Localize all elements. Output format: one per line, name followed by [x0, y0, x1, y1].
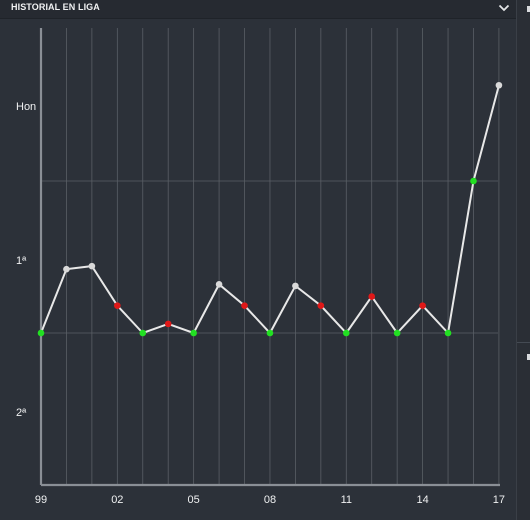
x-tick-label: 14 — [416, 494, 428, 506]
y-tick-label: Hon — [16, 101, 36, 113]
x-tick-label: 02 — [111, 494, 123, 506]
x-tick-label: 17 — [493, 494, 505, 506]
data-points — [37, 81, 503, 337]
panel-title: HISTORIAL EN LIGA — [11, 2, 100, 12]
data-point-neutral[interactable] — [495, 81, 503, 89]
x-tick-label: 05 — [188, 494, 200, 506]
adjacent-panel-divider — [517, 342, 530, 343]
panel-header: HISTORIAL EN LIGA — [0, 0, 516, 19]
league-history-panel: HISTORIAL EN LIGA Hon 1ª 2ª 99 02 05 08 11 14 17 — [0, 0, 516, 506]
adjacent-panel-edge — [516, 0, 530, 520]
y-axis-labels: Hon 1ª 2ª — [16, 101, 36, 419]
data-point-down[interactable] — [114, 302, 121, 309]
y-tick-label: 2ª — [16, 407, 27, 419]
data-point-up[interactable] — [266, 329, 274, 337]
x-tick-label: 08 — [264, 494, 276, 506]
chart-axes — [39, 28, 500, 487]
x-axis-labels: 99 02 05 08 11 14 17 — [35, 494, 505, 506]
data-point-neutral[interactable] — [292, 282, 299, 290]
data-point-down[interactable] — [419, 302, 426, 309]
data-point-neutral[interactable] — [88, 262, 96, 270]
chevron-down-icon[interactable] — [497, 1, 511, 15]
data-point-neutral[interactable] — [215, 281, 223, 288]
data-point-up[interactable] — [444, 329, 452, 337]
vertical-gridlines — [66, 28, 500, 485]
adjacent-panel-marker — [527, 6, 530, 12]
data-point-up[interactable] — [139, 329, 147, 337]
data-point-neutral[interactable] — [63, 265, 70, 273]
adjacent-panel-marker — [527, 354, 530, 360]
data-point-down[interactable] — [164, 320, 172, 328]
league-history-chart: Hon 1ª 2ª 99 02 05 08 11 14 17 — [16, 28, 505, 506]
x-tick-label: 11 — [341, 494, 352, 506]
data-point-up[interactable] — [37, 329, 45, 337]
data-point-down[interactable] — [241, 302, 248, 309]
data-point-up[interactable] — [342, 329, 350, 337]
data-point-up[interactable] — [470, 177, 477, 185]
x-tick-label: 99 — [35, 494, 47, 506]
data-point-down[interactable] — [317, 302, 325, 309]
horizontal-gridlines — [41, 180, 498, 334]
y-tick-label: 1ª — [16, 255, 27, 267]
data-point-down[interactable] — [368, 293, 376, 300]
data-point-up[interactable] — [393, 329, 401, 337]
data-point-up[interactable] — [190, 329, 197, 337]
